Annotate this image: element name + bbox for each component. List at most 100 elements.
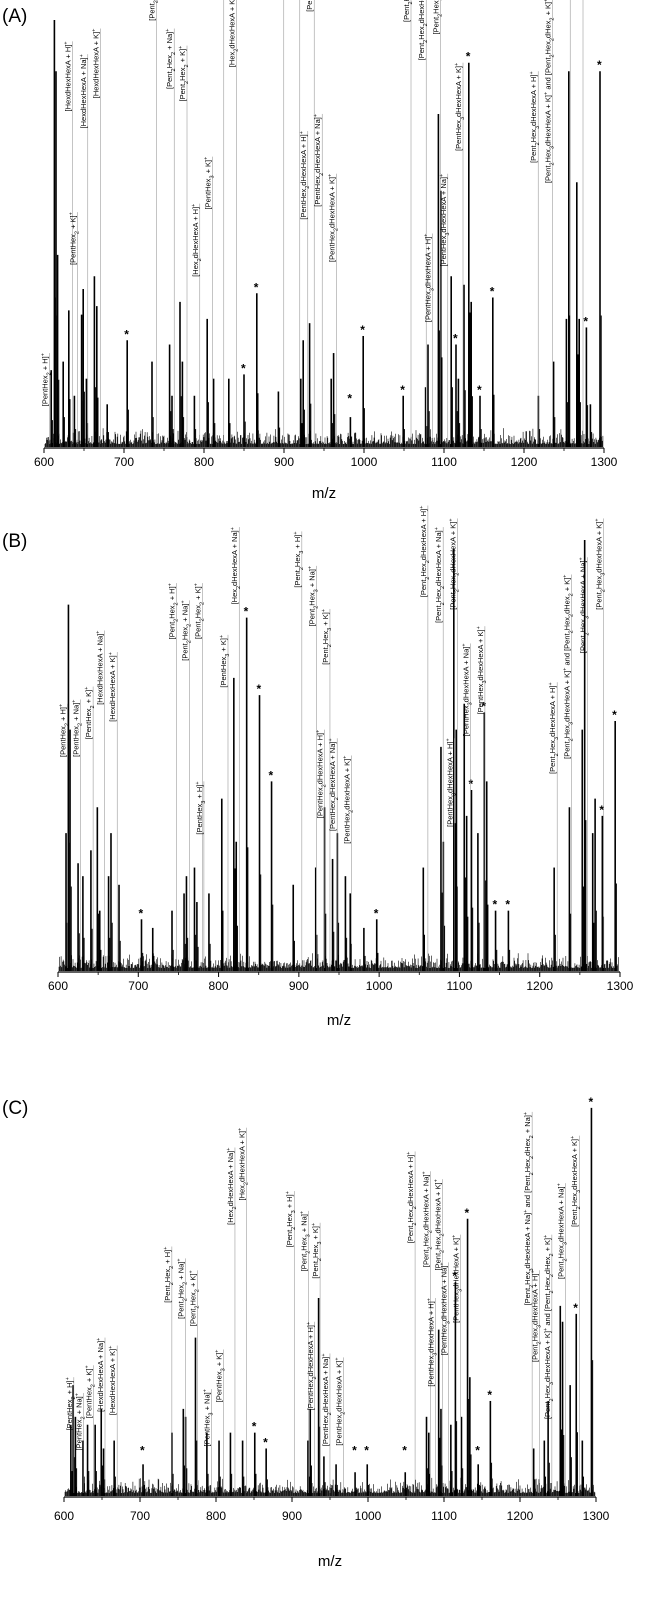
x-axis-label: m/z [327,1012,351,1029]
x-axis-label: m/z [318,1553,342,1570]
x-axis-label: m/z [312,485,336,502]
peak-annotation: [Pent2Hex2dHexHexA + H]+ [406,1151,418,1243]
peak-annotation: [Hex2dHexHexA + Na]+ [226,1148,238,1225]
x-tick-label: 800 [206,1509,226,1523]
peak-annotation: [Pent2Hex3 + K]+ [311,1223,323,1279]
marker-star: * [481,699,486,713]
peak-annotation: [Pent2Hex2dHexHexA + K]+ [433,1179,445,1270]
peak-annotation: [PentHex2dHexHexA + K]+ [343,756,355,844]
peak-annotation: [PentHex2 + K]+ [68,212,80,265]
spectrum-panel-3: (C)**** * *******[PentHex2 + H]+[PentHex2 … [2,1095,610,1570]
peak-annotation: [PentHex3dHexHexA + H]+ [427,1298,439,1387]
peak-annotation: [Pent2Hex3dHexHexA + Na]+ [557,1183,569,1279]
peak-annotation: [PentHex2 + H]+ [40,353,52,406]
marker-star: * [477,383,482,397]
marker-star: * [402,1443,407,1457]
peak-annotation: [Hex2dHexHexA + K]+ [228,0,240,67]
marker-star: * [487,1388,492,1402]
marker-star: * [505,898,510,912]
x-tick-label: 800 [209,979,229,993]
marker-star: * [138,906,143,920]
marker-star: * [140,1443,145,1457]
marker-star: * [583,314,588,328]
x-tick-label: 700 [130,1509,150,1523]
peak-annotation: [Pent2Hex2 + Na]+ [180,600,192,660]
x-tick-label: 600 [54,1509,74,1523]
peak-annotation: [Pent2Hex2 + H]+ [148,0,160,21]
marker-star: * [244,605,249,619]
peak-annotation: [PentHex2 + Na]+ [71,699,83,756]
marker-star: * [364,1443,369,1457]
x-tick-label: 1300 [607,979,634,993]
peak-annotation: [Pent2Hex2 + Na]+ [177,1258,189,1318]
x-tick-label: 900 [282,1509,302,1523]
peak-annotation: [Pent2Hex3dHexHexA + K]+ and [Pent2Hex2d… [543,1235,555,1419]
peak-annotation: [HexdHexHexA + K]+ [92,29,101,99]
x-tick-label: 800 [194,455,214,469]
peak-annotation: [Pent2Hex2dHexHexA + Na]+ [434,527,446,623]
peak-annotation: [PentHex3dHexHexA + Na]+ [440,1262,452,1355]
marker-star: * [347,391,352,405]
marker-star: * [252,1420,257,1434]
peak-annotation: [PentHex3 + K]+ [204,157,216,210]
x-tick-label: 1200 [507,1509,534,1523]
peak-annotation: [Pent2Hex2dHexHexA + Na]+ [421,1171,433,1267]
peak-annotation: [PentHex2dHexHexA + K]+ [335,1357,347,1445]
peak-annotation: [PentHex3dHexHexA + K]+ [476,626,488,714]
peak-annotation: [Pent2Hex3 + K]+ [305,0,317,12]
x-tick-label: 1100 [431,1509,457,1523]
peak-annotation: [HexdHexHexA + K]+ [108,652,117,722]
peak-annotation: [Pent2Hex2dHexHexA + Na]+ [417,0,429,60]
marker-star: * [490,285,495,299]
peak-annotation: [PentHex3 + K]+ [219,635,231,688]
peak-annotation: [PentHex3dHexHexA + K]+ [454,63,466,151]
panel-label: (A) [2,6,27,27]
peak-annotation: [Pent2Hex3dHexHexA + K]+ [595,518,607,609]
x-tick-label: 1000 [351,455,378,469]
peak-annotation: [Pent2Hex3dHexHexA + K]+ [570,1136,582,1227]
peak-annotation: [Hex2dHexHexA + K]+ [237,1128,249,1201]
panel-label: (B) [2,531,27,552]
peak-annotation: [Pent2Hex3dHexHexA + Na]+ and [Pent2Hex2… [523,1112,535,1306]
marker-star: * [352,1443,357,1457]
peak-annotation: [Pent2Hex2 + K]+ [193,583,205,639]
x-tick-label: 900 [289,979,309,993]
peak-annotation: [PentHex2dHexHexA + H]+ [299,131,311,220]
peak-annotation: [PentHex2 + H]+ [58,704,70,757]
peak-annotation: [Pent2Hex2 + Na]+ [165,29,177,89]
peak-annotation: [Pent2Hex3 + Na]+ [307,566,319,626]
peak-annotation: [PentHex2 + K]+ [85,1365,97,1418]
peak-annotation: [Pent2Hex3dHexHexA + K]+ and [Pent2Hex2d… [563,574,575,758]
marker-star: * [360,323,365,337]
peak-annotation: [PentHex2dHexHexA + Na]+ [313,114,325,207]
peak-annotation: [PentHex3dHexHexA + Na]+ [461,643,473,736]
peak-annotation: [Pent2Hex3 + H]+ [285,1191,297,1247]
marker-star: * [453,332,458,346]
marker-star: * [599,803,604,817]
peak-annotation: [PentHex2dHexHexA + H]+ [315,730,327,819]
peak-annotation: [PentHex2dHexHexA + H]+ [306,1322,318,1411]
marker-star: * [124,327,129,341]
marker-star: * [374,906,379,920]
peak-annotation: [Pent2Hex2 + H]+ [163,1247,175,1303]
peak-annotation: [PentHex2 + Na]+ [75,1393,87,1450]
marker-star: * [612,708,617,722]
peak-annotation: [Pent2Hex2 + H]+ [168,583,180,639]
peak-annotation: [PentHex3dHexHexA + H]+ [445,738,457,827]
peak-annotation: [PentHex3 + H]+ [195,781,207,834]
peak-annotation: [PentHex3 + Na]+ [202,1389,214,1446]
x-tick-label: 700 [114,455,134,469]
peak-annotation: [Pent2Hex2dHexHexA + H]+ [419,506,431,598]
marker-star: * [466,50,471,64]
x-tick-label: 1200 [526,979,553,993]
marker-star: * [452,1269,457,1283]
peak-annotation: [HexdHexHexA + Na]+ [79,54,88,128]
peak-annotation: [Pent2Hex3 + Na]+ [300,1211,312,1271]
x-tick-label: 1200 [511,455,538,469]
peak-annotation: [Pent2Hex3dHexHexA + Na]+ [579,557,591,653]
peak-annotation: [PentHex3 + K]+ [215,1349,227,1402]
x-tick-label: 1100 [431,455,457,469]
peak-annotation: [Pent2Hex3 + H]+ [293,531,305,587]
peak-annotation: [Pent2Hex3dHexHexA + H]+ [531,1270,543,1362]
